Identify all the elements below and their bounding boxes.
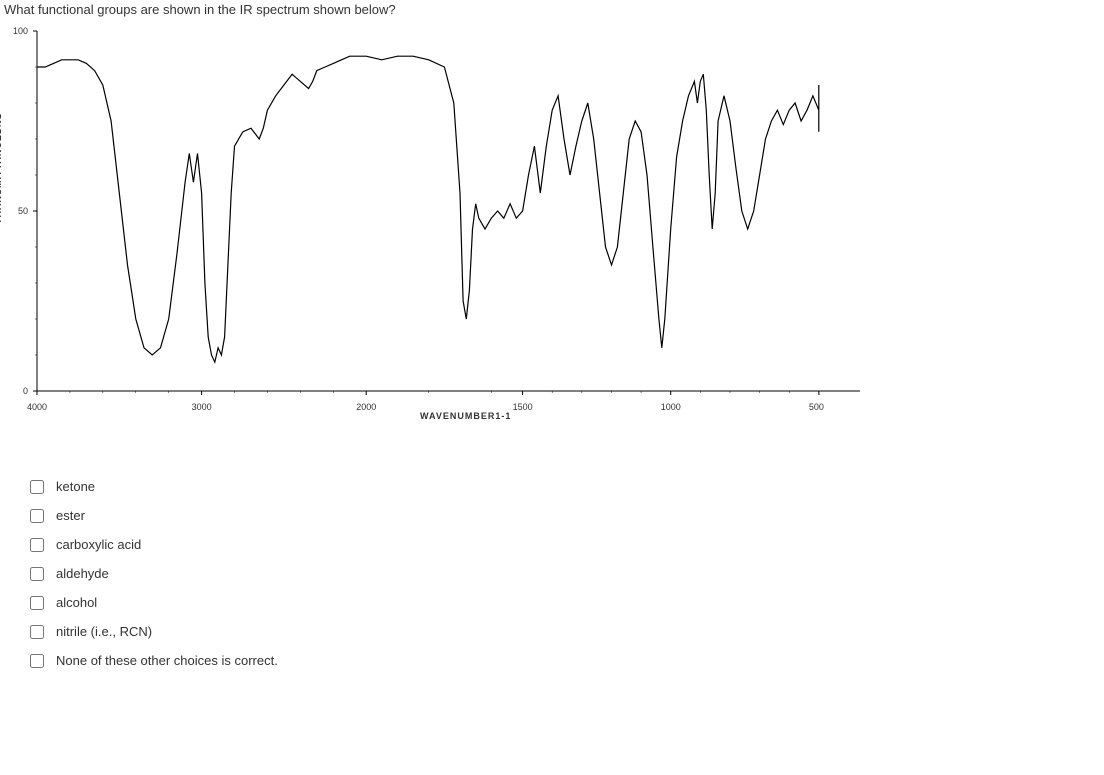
checkbox-ketone[interactable]	[30, 480, 44, 494]
y-tick-label: 50	[18, 206, 28, 216]
option-label: alcohol	[56, 595, 97, 610]
option-nitrile: nitrile (i.e., RCN)	[30, 624, 1104, 639]
x-tick-label: 4000	[27, 402, 47, 412]
x-tick-label: 500	[809, 402, 824, 412]
option-label: None of these other choices is correct.	[56, 653, 278, 668]
y-tick-label: 100	[13, 26, 28, 36]
checkbox-nitrile[interactable]	[30, 625, 44, 639]
option-alcohol: alcohol	[30, 595, 1104, 610]
x-axis-label: WAVENUMBER1-1	[420, 411, 511, 421]
y-tick-label: 0	[23, 386, 28, 396]
x-tick-label: 3000	[192, 402, 212, 412]
y-axis-label: TRANSMITTANCE1%1	[0, 113, 3, 224]
x-tick-label: 1000	[661, 402, 681, 412]
ir-spectrum-chart: TRANSMITTANCE1%1 WAVENUMBER1-1 100500400…	[0, 19, 870, 419]
option-ester: ester	[30, 508, 1104, 523]
question-text: What functional groups are shown in the …	[0, 0, 1104, 19]
options-list: ketone ester carboxylic acid aldehyde al…	[30, 479, 1104, 668]
chart-svg	[0, 19, 870, 419]
checkbox-alcohol[interactable]	[30, 596, 44, 610]
x-tick-label: 2000	[356, 402, 376, 412]
option-aldehyde: aldehyde	[30, 566, 1104, 581]
x-tick-label: 1500	[513, 402, 533, 412]
checkbox-aldehyde[interactable]	[30, 567, 44, 581]
option-label: nitrile (i.e., RCN)	[56, 624, 152, 639]
checkbox-none[interactable]	[30, 654, 44, 668]
option-none: None of these other choices is correct.	[30, 653, 1104, 668]
option-carboxylic: carboxylic acid	[30, 537, 1104, 552]
option-ketone: ketone	[30, 479, 1104, 494]
option-label: ester	[56, 508, 85, 523]
option-label: aldehyde	[56, 566, 109, 581]
checkbox-carboxylic[interactable]	[30, 538, 44, 552]
option-label: carboxylic acid	[56, 537, 141, 552]
option-label: ketone	[56, 479, 95, 494]
checkbox-ester[interactable]	[30, 509, 44, 523]
